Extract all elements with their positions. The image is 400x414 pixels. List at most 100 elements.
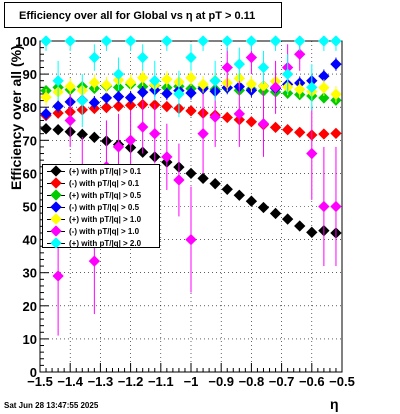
data-point	[40, 123, 52, 135]
x-axis-label: η	[330, 396, 339, 412]
data-point	[257, 201, 270, 214]
data-point	[124, 91, 137, 104]
data-point	[124, 134, 137, 146]
y-tick-label: 60	[23, 166, 37, 181]
data-point	[221, 35, 233, 47]
x-tick-label: −1.3	[88, 374, 114, 389]
data-point	[306, 147, 318, 160]
legend-marker	[50, 189, 62, 201]
y-tick-label: 80	[23, 100, 37, 115]
data-point	[269, 35, 282, 47]
legend-label: (-) with pT/|q| > 0.5	[69, 202, 140, 212]
data-point	[197, 128, 209, 140]
data-point	[161, 151, 173, 163]
legend-marker	[50, 165, 62, 177]
legend-entry: (-) with pT/|q| > 0.5	[43, 201, 159, 213]
data-point	[197, 35, 209, 47]
y-tick-label: 90	[23, 67, 37, 82]
data-point	[161, 35, 173, 47]
data-point	[185, 167, 197, 180]
x-tick-label: −0.9	[208, 374, 234, 389]
data-point	[149, 128, 161, 140]
data-point	[269, 207, 282, 220]
data-point	[294, 48, 306, 60]
x-tick-label: −1.2	[118, 374, 144, 389]
data-point	[52, 100, 64, 112]
data-point	[40, 91, 52, 103]
data-point	[52, 75, 64, 87]
y-tick-label: 30	[23, 266, 37, 281]
data-point	[124, 35, 137, 47]
y-tick-label: 40	[23, 233, 37, 248]
data-point	[40, 35, 52, 47]
y-axis-label: Efficiency over all (%)	[8, 45, 24, 190]
legend-label: (+) with pT/|q| > 0.1	[69, 166, 142, 176]
data-point	[281, 213, 294, 225]
y-tick-label: 0	[30, 365, 37, 380]
legend-entry: (-) with pT/|q| > 0.1	[43, 177, 159, 189]
data-point	[173, 174, 185, 186]
legend-marker	[50, 237, 62, 249]
data-point	[233, 189, 245, 201]
data-point	[88, 51, 101, 64]
x-tick-label: −1.1	[148, 374, 174, 389]
x-tick-label: −0.8	[239, 374, 265, 389]
data-point	[209, 178, 221, 190]
legend-marker	[50, 225, 62, 237]
legend-entry: (+) with pT/|q| > 0.1	[43, 165, 159, 177]
y-tick-label: 100	[15, 34, 37, 49]
data-point	[185, 233, 197, 246]
data-point	[294, 126, 306, 139]
x-tick-label: −0.5	[329, 374, 355, 389]
legend-entry: (+) with pT/|q| > 0.5	[43, 189, 159, 201]
x-tick-label: −0.6	[299, 374, 325, 389]
data-point	[330, 200, 342, 213]
legend-marker	[50, 201, 62, 213]
data-point	[137, 51, 149, 64]
data-point	[185, 51, 197, 64]
legend-label: (-) with pT/|q| > 1.0	[69, 226, 140, 236]
data-point	[318, 35, 330, 47]
data-point	[294, 220, 306, 232]
data-point	[197, 172, 209, 185]
data-point	[318, 128, 330, 140]
data-point	[330, 35, 342, 47]
data-point	[245, 35, 258, 47]
data-point	[100, 35, 113, 47]
legend-marker	[50, 177, 62, 189]
y-tick-label: 20	[23, 299, 37, 314]
data-point	[64, 35, 76, 47]
data-point	[306, 226, 318, 238]
data-point	[318, 200, 330, 213]
data-point	[52, 270, 64, 282]
data-point	[294, 35, 306, 47]
data-point	[245, 195, 258, 207]
data-point	[52, 107, 64, 119]
data-point	[124, 99, 137, 111]
x-tick-label: −1.4	[57, 374, 83, 389]
data-point	[245, 51, 258, 64]
data-point	[40, 108, 52, 120]
data-point	[52, 124, 64, 136]
legend-marker	[50, 213, 62, 225]
legend-entry: (+) with pT/|q| > 2.0	[43, 237, 159, 249]
legend-label: (+) with pT/|q| > 1.0	[69, 214, 142, 224]
y-tick-label: 10	[23, 332, 37, 347]
x-tick-label: −0.7	[269, 374, 295, 389]
y-tick-label: 70	[23, 133, 37, 148]
data-point	[124, 76, 137, 89]
x-tick-label: −1.5	[27, 374, 53, 389]
chart-title: Efficiency over all for Global vs η at p…	[4, 2, 282, 28]
legend-entry: (-) with pT/|q| > 1.0	[43, 225, 159, 237]
legend-label: (-) with pT/|q| > 0.1	[69, 178, 140, 188]
data-point	[221, 183, 233, 195]
y-tick-label: 50	[23, 200, 37, 215]
x-tick-label: −1	[184, 374, 199, 389]
data-point	[330, 127, 342, 140]
legend: (+) with pT/|q| > 0.1 (-) with pT/|q| > …	[42, 164, 160, 249]
timestamp: Sat Jun 28 13:47:55 2025	[4, 401, 99, 410]
legend-label: (+) with pT/|q| > 0.5	[69, 190, 142, 200]
legend-label: (+) with pT/|q| > 2.0	[69, 238, 142, 248]
legend-entry: (+) with pT/|q| > 1.0	[43, 213, 159, 225]
